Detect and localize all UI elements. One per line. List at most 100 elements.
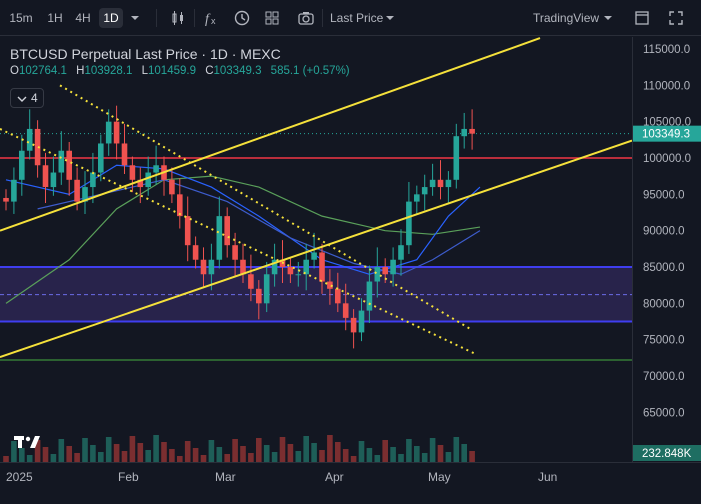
- ohlc-values: O102764.1 H103928.1 L101459.9 C103349.3 …: [10, 65, 356, 77]
- volume-bar: [279, 437, 286, 462]
- volume-bar: [437, 445, 444, 462]
- price-tick-label: 100000.0: [643, 153, 691, 165]
- candle-body: [145, 172, 151, 188]
- candle-body: [200, 259, 207, 275]
- price-tick-label: 95000.0: [643, 189, 685, 201]
- candle-body: [208, 259, 215, 275]
- price-scale[interactable]: 115000.0 110000.0 105000.0 100000.0 95000.0 9…: [632, 37, 701, 462]
- volume-bar: [287, 444, 294, 462]
- candle-body: [11, 179, 17, 202]
- volume-bar: [66, 446, 72, 462]
- volume-bar: [98, 452, 104, 462]
- candle-body: [453, 136, 460, 180]
- candle-body: [429, 179, 436, 188]
- candle-body: [34, 128, 41, 166]
- price-tick-label: 105000.0: [643, 117, 691, 129]
- camera-icon[interactable]: [296, 8, 316, 28]
- close-value: 103349.3: [213, 65, 262, 77]
- volume-bar: [129, 436, 136, 462]
- price-type-dropdown[interactable]: Last Price: [330, 11, 384, 25]
- open-key: O: [10, 65, 19, 77]
- volume-bar: [137, 443, 144, 462]
- price-tick-label: 75000.0: [643, 335, 685, 347]
- candle-body: [461, 128, 467, 137]
- symbol-title[interactable]: BTCUSD Perpetual Last Price · 1D · MEXC: [10, 46, 281, 62]
- candle-body: [350, 317, 357, 333]
- candle-body: [406, 201, 412, 246]
- candle-body: [105, 121, 112, 144]
- candle-body: [437, 179, 444, 188]
- volume-bar: [429, 438, 436, 462]
- chevron-down-icon[interactable]: [380, 8, 400, 28]
- volume-bar: [311, 443, 317, 462]
- low-key: L: [141, 65, 149, 77]
- candle-body: [374, 267, 381, 282]
- timeframe-15m[interactable]: 15m: [9, 11, 33, 25]
- low-value: 101459.9: [148, 65, 196, 77]
- volume-bar: [240, 446, 246, 462]
- window-icon[interactable]: [632, 8, 652, 28]
- timeframe-1h[interactable]: 1H: [47, 11, 63, 25]
- volume-bar: [184, 441, 191, 462]
- volume-bar: [224, 454, 230, 462]
- toolbar-divider: [156, 9, 157, 27]
- volume-bar: [232, 439, 238, 462]
- volume-badge: [633, 445, 701, 461]
- close-key: C: [205, 65, 214, 77]
- volume-label: 232.848K: [642, 448, 692, 460]
- indicator-count: 4: [31, 91, 38, 105]
- high-key: H: [76, 65, 85, 77]
- candle-body: [90, 172, 96, 188]
- candle-body: [66, 150, 72, 180]
- candle-body: [342, 303, 349, 318]
- candle-body: [358, 310, 365, 333]
- candle-body: [74, 179, 80, 202]
- timeframe-dropdown-icon[interactable]: [125, 8, 145, 28]
- last-price-badge: [633, 125, 701, 142]
- candle-body: [137, 179, 144, 188]
- volume-bar: [3, 456, 9, 462]
- candle-body: [224, 216, 230, 246]
- candle-body: [327, 281, 333, 289]
- candles-icon[interactable]: [168, 8, 188, 28]
- chevron-down-icon[interactable]: [598, 8, 618, 28]
- candle-body: [192, 245, 199, 260]
- volume-bar: [421, 453, 428, 462]
- candle-body: [3, 197, 9, 202]
- volume-bar: [319, 450, 325, 462]
- price-chart[interactable]: [0, 37, 632, 462]
- candle-body: [232, 245, 238, 260]
- layout-grid-icon[interactable]: [262, 8, 282, 28]
- volume-bar: [398, 454, 404, 462]
- volume-bar: [248, 453, 254, 462]
- volume-bar: [169, 449, 175, 462]
- volume-bar: [105, 437, 112, 462]
- time-scale[interactable]: 2025 Feb Mar Apr May Jun: [0, 462, 701, 500]
- candle-body: [287, 267, 294, 275]
- tradingview-logo-icon[interactable]: [14, 434, 44, 450]
- price-tick-label: 85000.0: [643, 262, 685, 274]
- candle-body: [113, 121, 120, 144]
- toolbar-divider: [322, 9, 323, 27]
- fullscreen-icon[interactable]: [666, 8, 686, 28]
- volume-bar: [208, 440, 215, 462]
- volume-bar: [216, 447, 223, 462]
- candle-body: [98, 143, 104, 173]
- volume-bar: [256, 438, 262, 462]
- candle-body: [469, 128, 475, 134]
- svg-text:f: f: [205, 12, 211, 27]
- timeframe-4h[interactable]: 4H: [75, 11, 91, 25]
- tradingview-brand-dropdown[interactable]: TradingView: [533, 11, 600, 25]
- alert-clock-icon[interactable]: [232, 8, 252, 28]
- volume-bar: [303, 436, 309, 462]
- timeframe-1d[interactable]: 1D: [99, 8, 123, 28]
- indicators-toggle[interactable]: 4: [10, 88, 44, 108]
- volume-bar: [342, 449, 349, 462]
- volume-bar: [469, 451, 475, 462]
- candle-body: [382, 267, 388, 275]
- candle-body: [319, 252, 325, 282]
- candle-body: [153, 165, 159, 173]
- chart-pane[interactable]: [0, 37, 632, 462]
